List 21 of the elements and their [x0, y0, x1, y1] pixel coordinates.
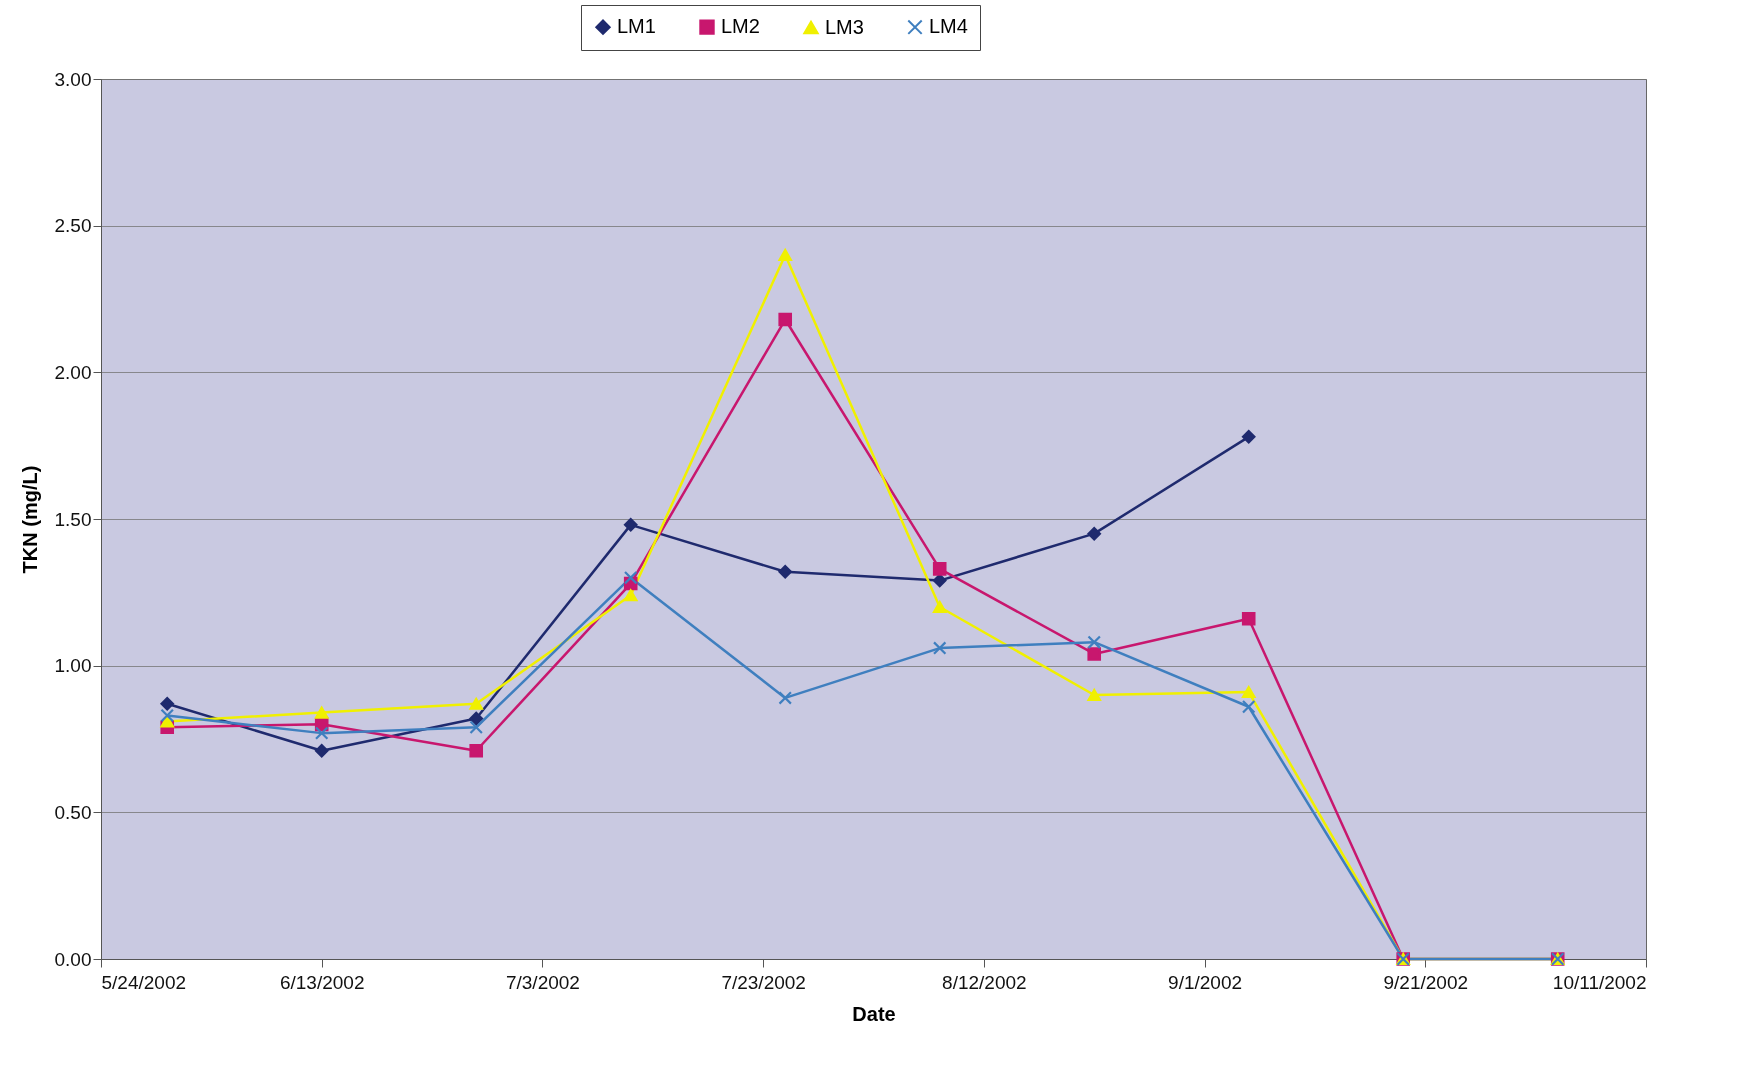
legend-label: LM3: [825, 15, 864, 38]
x-tick-label: 8/12/2002: [942, 971, 1027, 993]
x-tick-label: 10/11/2002: [1552, 971, 1647, 993]
y-tick-label: 1.00: [54, 655, 92, 677]
y-tick-label: 3.00: [54, 68, 92, 90]
y-tick-label: 2.50: [54, 215, 92, 237]
legend-label: LM1: [617, 15, 656, 38]
x-tick-label: 7/23/2002: [721, 971, 806, 993]
x-tick-label: 6/13/2002: [279, 971, 365, 993]
x-tick-label: 9/21/2002: [1383, 971, 1469, 993]
x-tick-label: 7/3/2002: [505, 971, 580, 993]
y-tick-label: 2.00: [54, 361, 92, 383]
y-tick-label: 0.00: [54, 948, 92, 970]
x-tick-label: 5/24/2002: [101, 971, 187, 993]
legend-label: LM2: [721, 15, 760, 38]
y-axis-title: TKN (mg/L): [18, 465, 41, 574]
y-tick-label: 0.50: [54, 801, 92, 823]
x-tick-label: 9/1/2002: [1168, 971, 1243, 993]
y-tick-label: 1.50: [54, 508, 92, 530]
legend-label: LM4: [929, 15, 968, 38]
x-axis-title: Date: [852, 1002, 896, 1025]
